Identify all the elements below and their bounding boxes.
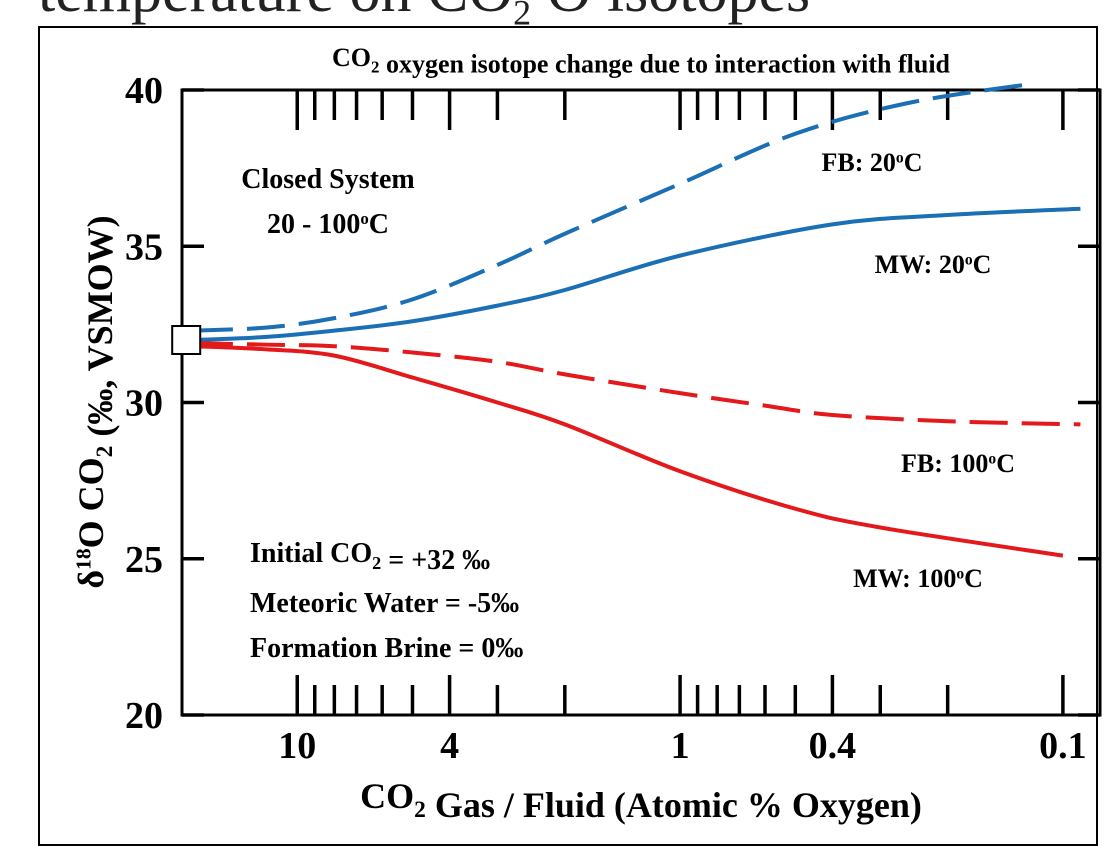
axis-ticks bbox=[182, 88, 1100, 717]
series-line bbox=[194, 344, 1064, 558]
series-label: MW: 20oC bbox=[875, 250, 992, 279]
initial-point-marker bbox=[171, 325, 202, 355]
annotation-meteoric-water: Meteoric Water = -5‰ bbox=[250, 588, 519, 619]
y-axis-label: δ18O CO2 (‰, VSMOW) bbox=[71, 215, 120, 588]
annotation-closed-system: Closed System bbox=[241, 164, 414, 195]
y-tick-label: 20 bbox=[125, 695, 163, 737]
label-layer: 10 4 1 0.4 0.1 20 25 30 35 40 CO2 oxygen isotope c… bbox=[71, 43, 1087, 825]
x-tick-label: 0.4 bbox=[809, 725, 857, 767]
x-tick-label: 1 bbox=[671, 725, 690, 767]
y-tick-label: 35 bbox=[125, 226, 163, 268]
heading-subscript: 2 bbox=[513, 0, 532, 33]
series-label: MW: 100oC bbox=[853, 564, 983, 593]
x-tick-label: 0.1 bbox=[1039, 725, 1087, 767]
annotation-formation-brine: Formation Brine = 0‰ bbox=[250, 633, 523, 664]
heading-tail: O isotopes bbox=[531, 0, 811, 25]
series-line bbox=[194, 81, 1033, 333]
page-heading: temperature on CO2 O isotopes bbox=[38, 0, 810, 33]
chart-title: CO2 oxygen isotope change due to interac… bbox=[332, 43, 951, 79]
x-tick-label: 10 bbox=[278, 725, 316, 767]
x-tick-label: 4 bbox=[440, 725, 459, 767]
y-tick-label: 40 bbox=[125, 70, 163, 112]
annotation-temperature-range: 20 - 100oC bbox=[267, 209, 389, 240]
x-axis-label: CO2 Gas / Fluid (Atomic % Oxygen) bbox=[360, 776, 922, 825]
heading-text: temperature on CO bbox=[38, 0, 513, 25]
y-tick-label: 30 bbox=[125, 383, 163, 425]
series-label: FB: 100oC bbox=[901, 449, 1015, 478]
y-tick-label: 25 bbox=[125, 539, 163, 581]
annotation-initial-co2: Initial CO2 = +32 ‰ bbox=[250, 538, 490, 576]
series-layer bbox=[171, 81, 1081, 558]
series-line bbox=[194, 206, 1081, 342]
series-label: FB: 20oC bbox=[822, 148, 923, 177]
isotope-chart: 10 4 1 0.4 0.1 20 25 30 35 40 CO2 oxygen isotope c… bbox=[71, 43, 1102, 825]
series-line bbox=[194, 341, 1081, 427]
